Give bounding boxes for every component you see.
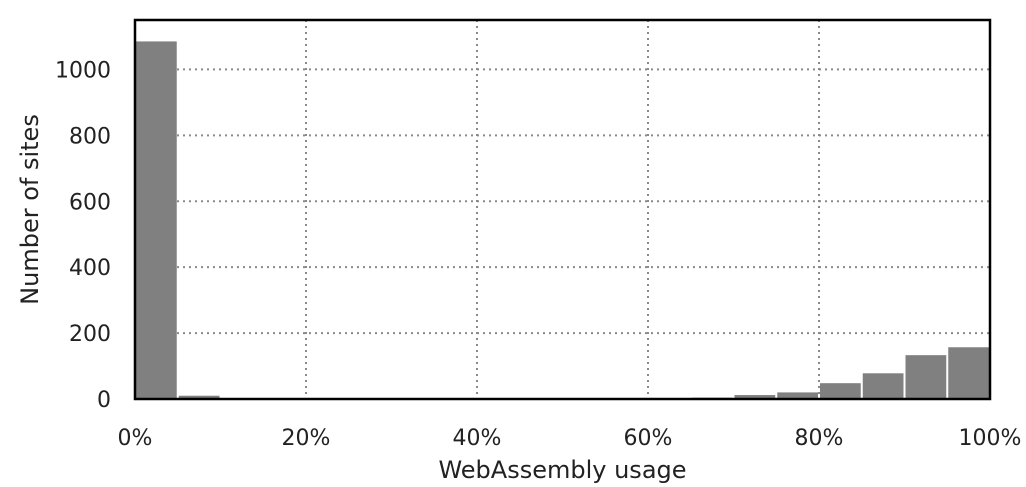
bar-18 — [905, 355, 947, 399]
bar-19 — [948, 347, 989, 399]
x-tick-label: 20% — [282, 426, 331, 451]
bar-14 — [734, 395, 776, 399]
bar-16 — [820, 383, 861, 399]
y-tick-label: 0 — [97, 388, 111, 413]
bar-17 — [862, 373, 904, 399]
x-tick-label: 100% — [959, 426, 1022, 451]
y-tick-label: 600 — [69, 190, 111, 215]
y-axis-label: Number of sites — [16, 114, 44, 305]
grid-lines — [135, 20, 990, 399]
x-tick-label: 80% — [795, 426, 844, 451]
x-axis-label: WebAssembly usage — [438, 456, 686, 484]
y-tick-label: 800 — [69, 124, 111, 149]
x-tick-label: 60% — [624, 426, 673, 451]
x-tick-label: 0% — [118, 426, 153, 451]
y-tick-label: 1000 — [55, 58, 111, 83]
y-tick-labels: 0 200 400 600 800 1000 — [55, 58, 111, 413]
y-tick-label: 400 — [69, 256, 111, 281]
bars — [136, 41, 989, 399]
plot-frame — [133, 18, 992, 401]
x-tick-label: 40% — [453, 426, 502, 451]
bar-0 — [136, 41, 177, 399]
y-tick-label: 200 — [69, 322, 111, 347]
x-tick-labels: 0% 20% 40% 60% 80% 100% — [118, 426, 1022, 451]
bar-15 — [777, 392, 818, 399]
bar-1 — [178, 395, 220, 399]
